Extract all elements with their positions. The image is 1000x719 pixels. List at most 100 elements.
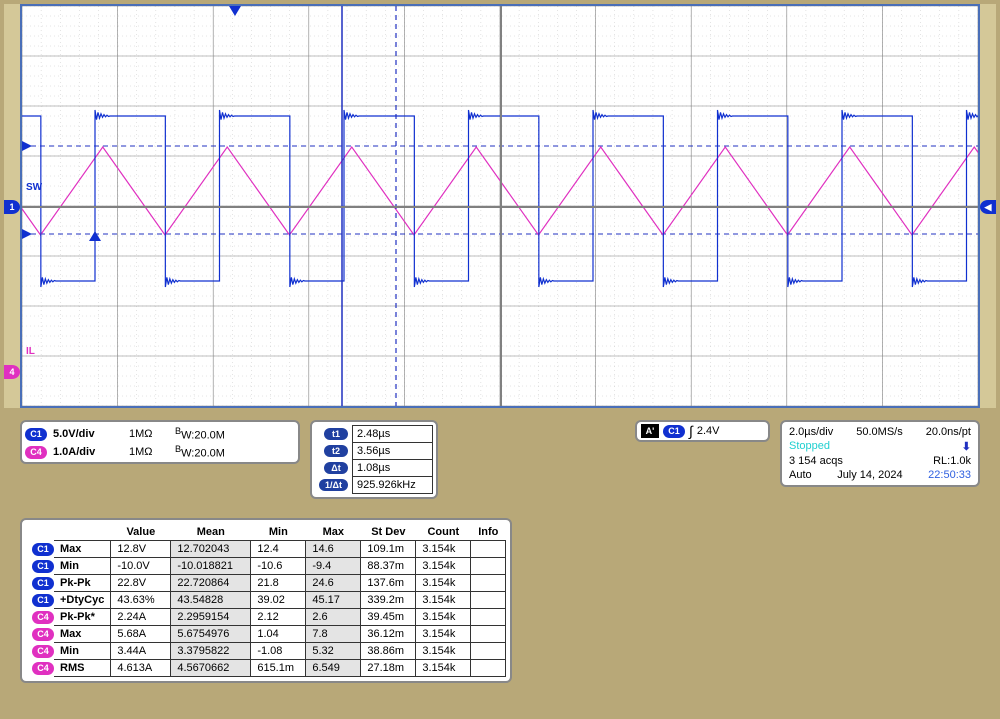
ch1-right-marker[interactable]: ◀ <box>980 200 996 214</box>
channel-badge: C4 <box>25 446 47 459</box>
meas-cell: 12.8V <box>111 541 171 558</box>
meas-header: Info <box>471 524 506 541</box>
cursor-value: 3.56µs <box>352 443 432 460</box>
info-bar: C15.0V/div1MΩBW:20.0MC41.0A/div1MΩBW:20.… <box>20 420 980 510</box>
meas-cell <box>471 592 506 609</box>
channel-row-c1[interactable]: C15.0V/div1MΩBW:20.0M <box>25 425 295 443</box>
meas-cell: 137.6m <box>361 575 416 592</box>
meas-cell <box>471 575 506 592</box>
meas-cell: C4 <box>26 643 54 660</box>
meas-cell: 4.5670662 <box>171 660 251 677</box>
meas-cell: 6.549 <box>306 660 361 677</box>
meas-row: C1Max12.8V12.70204312.414.6109.1m3.154k <box>26 541 506 558</box>
meas-cell: 7.8 <box>306 626 361 643</box>
meas-cell: C4 <box>26 626 54 643</box>
cursor-label: Δt <box>324 462 348 474</box>
meas-cell: 1.04 <box>251 626 306 643</box>
channel-row-c4[interactable]: C4 1.0A/div 1MΩ BW:20.0M <box>25 443 295 461</box>
meas-cell: 4.613A <box>111 660 171 677</box>
waveform-display[interactable]: SW IL <box>20 4 980 408</box>
meas-header: Mean <box>171 524 251 541</box>
meas-row: C1+DtyCyc43.63%43.5482839.0245.17339.2m3… <box>26 592 506 609</box>
measurements-table: ValueMeanMinMaxSt DevCountInfoC1Max12.8V… <box>26 524 506 677</box>
trigger-mode-text: Auto <box>789 469 812 481</box>
meas-cell: 2.12 <box>251 609 306 626</box>
cursor-panel: t12.48µst23.56µs Δt 1.08µs1/Δt925.926kHz <box>310 420 438 499</box>
acq-state: Stopped <box>789 440 830 453</box>
meas-ch-badge: C4 <box>32 662 54 675</box>
meas-cell: 24.6 <box>306 575 361 592</box>
meas-cell: 2.2959154 <box>171 609 251 626</box>
meas-cell: C1 <box>26 575 54 592</box>
meas-cell: 3.3795822 <box>171 643 251 660</box>
meas-cell <box>471 626 506 643</box>
meas-cell: 3.154k <box>416 575 471 592</box>
meas-cell: +DtyCyc <box>54 592 111 609</box>
meas-row: C4Max5.68A5.67549761.047.836.12m3.154k <box>26 626 506 643</box>
meas-cell: C1 <box>26 592 54 609</box>
meas-cell: 3.154k <box>416 592 471 609</box>
meas-cell: 12.702043 <box>171 541 251 558</box>
meas-cell: Min <box>54 643 111 660</box>
meas-cell: 3.154k <box>416 643 471 660</box>
ch4-trace-label: IL <box>26 346 35 357</box>
meas-cell: 38.86m <box>361 643 416 660</box>
ch1-trace-label: SW <box>26 182 42 193</box>
meas-cell: 12.4 <box>251 541 306 558</box>
channel-impedance: 1MΩ <box>129 446 169 458</box>
cursor-row: Δt 1.08µs <box>315 460 432 477</box>
meas-row: C1Pk-Pk22.8V22.72086421.824.6137.6m3.154… <box>26 575 506 592</box>
cursor-value: 2.48µs <box>352 426 432 443</box>
timebase-scale: 2.0µs/div <box>789 426 833 438</box>
ch4-ground-marker[interactable]: 4 <box>4 365 20 379</box>
meas-cell: 3.154k <box>416 558 471 575</box>
cursor-value: 1.08µs <box>352 460 432 477</box>
meas-cell: 43.54828 <box>171 592 251 609</box>
meas-ch-badge: C1 <box>32 577 54 590</box>
meas-header: Value <box>111 524 171 541</box>
channel-impedance: 1MΩ <box>129 428 169 440</box>
meas-cell: 3.154k <box>416 660 471 677</box>
meas-cell: C1 <box>26 558 54 575</box>
meas-cell: 3.154k <box>416 541 471 558</box>
record-length: RL:1.0k <box>933 455 971 467</box>
meas-row: C4RMS4.613A4.5670662615.1m6.54927.18m3.1… <box>26 660 506 677</box>
meas-cell: 615.1m <box>251 660 306 677</box>
meas-cell: 22.8V <box>111 575 171 592</box>
cursor-row: t12.48µs <box>315 426 432 443</box>
channel-panel: C15.0V/div1MΩBW:20.0MC41.0A/div1MΩBW:20.… <box>20 420 300 464</box>
meas-row: C1Min-10.0V-10.018821-10.6-9.488.37m3.15… <box>26 558 506 575</box>
meas-header: Count <box>416 524 471 541</box>
meas-ch-badge: C4 <box>32 611 54 624</box>
meas-cell: 339.2m <box>361 592 416 609</box>
cursor-table: t12.48µst23.56µs Δt 1.08µs1/Δt925.926kHz <box>315 425 433 494</box>
channel-badge: C1 <box>25 428 47 441</box>
status-panel: 2.0µs/div 50.0MS/s 20.0ns/pt Stopped ⬇ 3… <box>780 420 980 487</box>
meas-row: C4Min3.44A3.3795822-1.085.3238.86m3.154k <box>26 643 506 660</box>
channel-bandwidth: BW:20.0M <box>175 426 225 442</box>
meas-cell: 5.32 <box>306 643 361 660</box>
meas-cell: 39.45m <box>361 609 416 626</box>
meas-cell: 2.24A <box>111 609 171 626</box>
meas-cell: 109.1m <box>361 541 416 558</box>
meas-cell: -9.4 <box>306 558 361 575</box>
meas-header <box>54 524 111 541</box>
trigger-panel[interactable]: A' C1 ∫ 2.4V <box>635 420 770 442</box>
cursor-row: t23.56µs <box>315 443 432 460</box>
acq-count: 3 154 acqs <box>789 455 843 467</box>
meas-cell: 22.720864 <box>171 575 251 592</box>
cursor-label: 1/Δt <box>319 479 348 491</box>
trigger-source-badge: C1 <box>663 425 685 438</box>
meas-cell: C4 <box>26 609 54 626</box>
acq-arrow-icon: ⬇ <box>962 440 971 453</box>
meas-cell: 36.12m <box>361 626 416 643</box>
meas-header <box>26 524 54 541</box>
ch1-ground-marker[interactable]: 1 <box>4 200 20 214</box>
meas-ch-badge: C4 <box>32 628 54 641</box>
meas-cell: -10.6 <box>251 558 306 575</box>
measurements-panel: ValueMeanMinMaxSt DevCountInfoC1Max12.8V… <box>20 518 512 683</box>
channel-scale: 1.0A/div <box>53 446 123 458</box>
meas-cell: 43.63% <box>111 592 171 609</box>
cursor-row: 1/Δt925.926kHz <box>315 477 432 494</box>
channel-bandwidth: BW:20.0M <box>175 444 225 460</box>
